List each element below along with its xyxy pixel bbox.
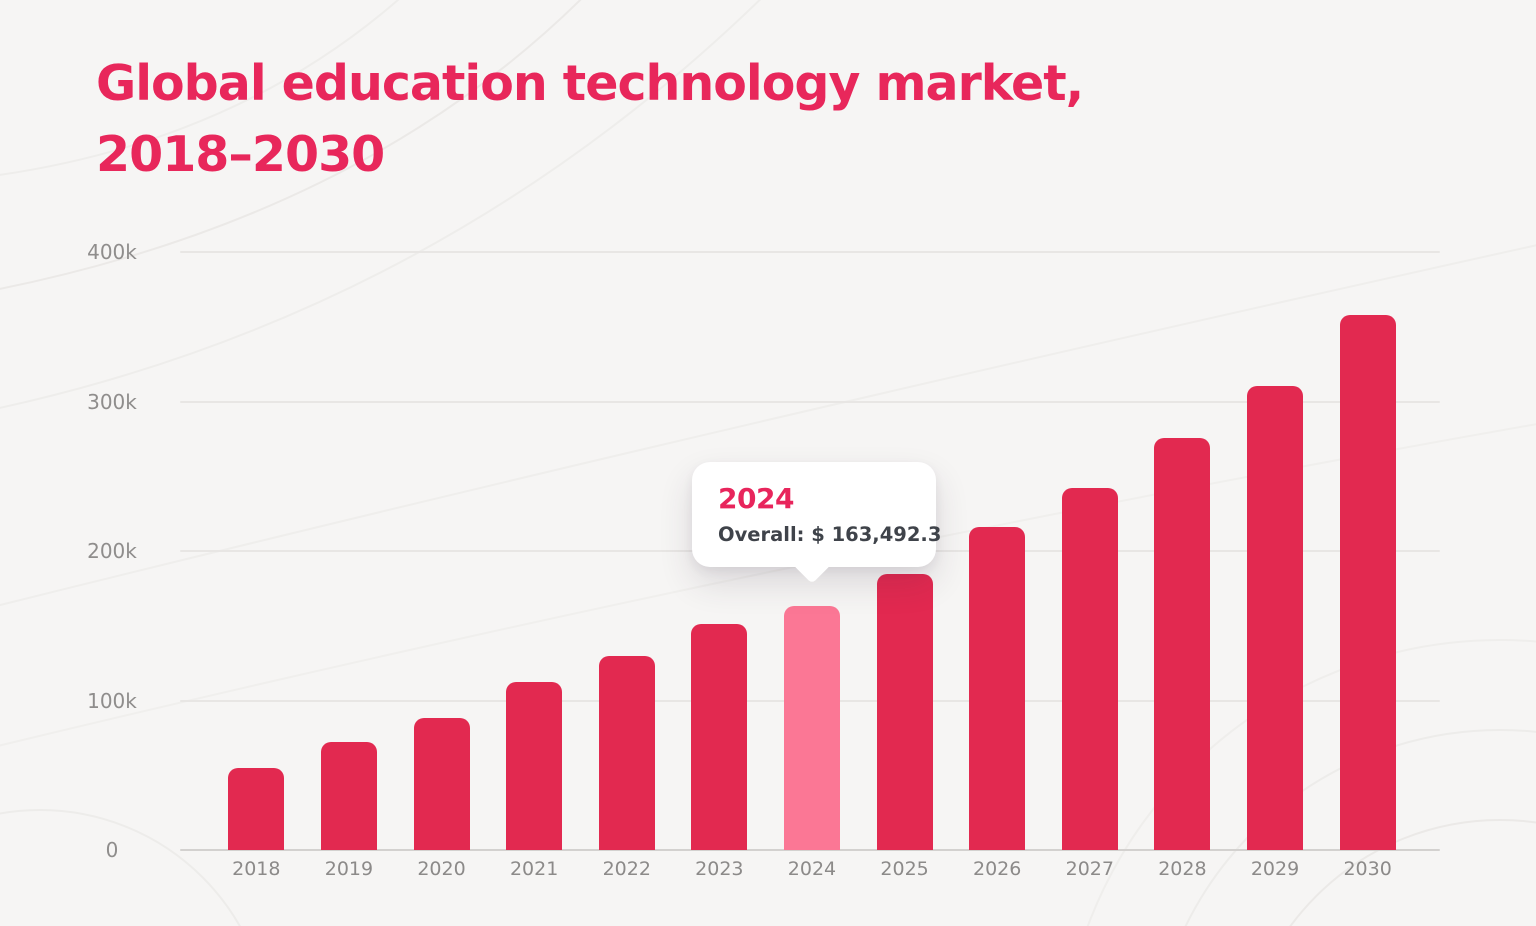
bar-slot-2023 bbox=[673, 252, 766, 850]
x-axis-line bbox=[180, 849, 1440, 851]
bar-2018[interactable] bbox=[228, 768, 285, 850]
bar-slot-2026 bbox=[951, 252, 1044, 850]
x-axis-tick-2027: 2027 bbox=[1065, 858, 1114, 880]
page-title-line2: 2018–2030 bbox=[96, 126, 385, 183]
bar-2022[interactable] bbox=[598, 656, 655, 850]
bar-slot-2020 bbox=[395, 252, 488, 850]
page-title: Global education technology market, 2018… bbox=[96, 48, 1084, 190]
y-axis-tick-300k: 300k bbox=[87, 389, 137, 414]
tooltip-year: 2024 bbox=[718, 482, 794, 515]
bar-2029[interactable] bbox=[1247, 386, 1303, 850]
x-axis-tick-2022: 2022 bbox=[602, 858, 651, 880]
bar-2027[interactable] bbox=[1061, 488, 1118, 850]
tooltip-value: Overall: $ 163,492.3 bbox=[718, 523, 942, 546]
page-title-line1: Global education technology market, bbox=[96, 55, 1084, 112]
y-axis-tick-100k: 100k bbox=[87, 688, 137, 713]
bar-slot-2027 bbox=[1043, 252, 1136, 850]
y-axis-tick-400k: 400k bbox=[87, 240, 137, 264]
x-axis-labels: 2018 2019 2020 2021 2022 2023 2024 2025 2026 2027… bbox=[210, 858, 1414, 880]
bar-slot-2022 bbox=[580, 252, 673, 850]
bar-2020[interactable] bbox=[413, 718, 470, 850]
bar-2023[interactable] bbox=[691, 624, 748, 850]
x-axis-tick-2029: 2029 bbox=[1250, 858, 1300, 880]
bars-layer bbox=[210, 252, 1414, 850]
gridline-400k bbox=[180, 251, 1440, 253]
bar-slot-2025 bbox=[858, 252, 951, 850]
bar-2019[interactable] bbox=[320, 742, 377, 850]
x-axis-tick-2023: 2023 bbox=[695, 858, 744, 880]
x-axis-tick-2018: 2018 bbox=[232, 858, 281, 880]
bar-slot-2028 bbox=[1136, 252, 1229, 850]
x-axis-tick-2020: 2020 bbox=[417, 858, 466, 880]
x-axis-tick-2030: 2030 bbox=[1343, 858, 1392, 880]
bar-2024[interactable] bbox=[783, 606, 840, 850]
bar-slot-2019 bbox=[303, 252, 396, 850]
x-axis-tick-2024: 2024 bbox=[787, 858, 837, 880]
bar-2026[interactable] bbox=[969, 527, 1026, 850]
tooltip-2024: 2024 Overall: $ 163,492.3 bbox=[692, 462, 942, 584]
bar-slot-2021 bbox=[488, 252, 581, 850]
bar-2030[interactable] bbox=[1339, 315, 1396, 850]
x-axis-tick-2026: 2026 bbox=[973, 858, 1022, 880]
bar-slot-2024 bbox=[766, 252, 859, 850]
bar-2025[interactable] bbox=[876, 574, 933, 850]
x-axis-tick-2028: 2028 bbox=[1158, 858, 1207, 880]
bar-2021[interactable] bbox=[506, 682, 563, 850]
x-axis-tick-2019: 2019 bbox=[324, 858, 374, 880]
bar-slot-2030 bbox=[1321, 252, 1414, 850]
gridline-300k bbox=[180, 400, 1440, 403]
y-axis-tick-0: 0 bbox=[105, 838, 119, 862]
x-axis-tick-2021: 2021 bbox=[509, 858, 559, 880]
bar-2028[interactable] bbox=[1154, 438, 1211, 850]
x-axis-tick-2025: 2025 bbox=[880, 858, 929, 880]
y-axis-tick-200k: 200k bbox=[87, 539, 137, 563]
bar-slot-2029 bbox=[1229, 252, 1322, 850]
bar-slot-2018 bbox=[210, 252, 303, 850]
